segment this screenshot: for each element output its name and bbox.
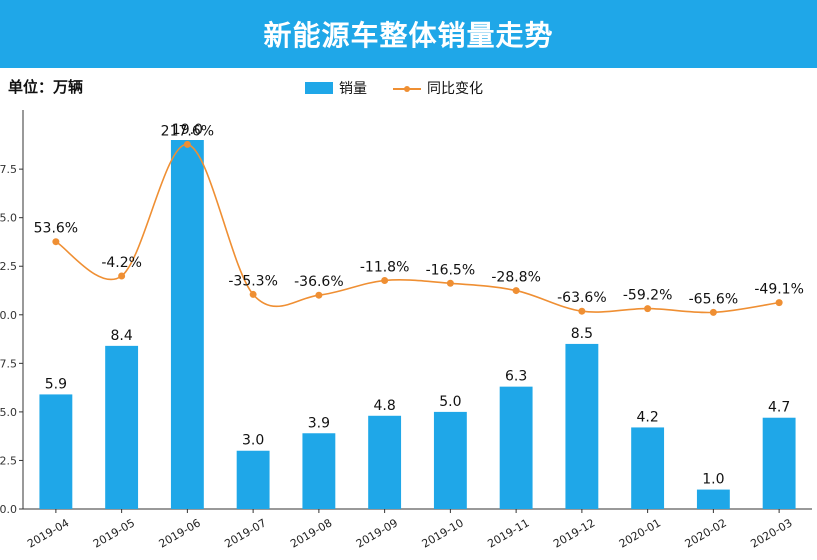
y-tick-label: 12.5 bbox=[0, 260, 17, 273]
legend-swatch-sales bbox=[305, 82, 333, 94]
bar bbox=[762, 417, 796, 509]
yoy-value-label: -63.6% bbox=[557, 290, 607, 306]
yoy-point bbox=[52, 238, 60, 246]
chart-title: 新能源车整体销量走势 bbox=[263, 19, 554, 52]
x-tick-label: 2019-08 bbox=[288, 516, 334, 550]
bar-value-label: 8.4 bbox=[110, 328, 132, 344]
bar bbox=[170, 140, 204, 509]
bar-value-label: 5.0 bbox=[439, 394, 461, 410]
yoy-point bbox=[446, 279, 454, 287]
y-tick-label: 7.5 bbox=[0, 357, 17, 370]
x-tick-label: 2019-09 bbox=[354, 516, 400, 550]
bar bbox=[39, 394, 73, 509]
y-tick-label: 0.0 bbox=[0, 503, 17, 516]
yoy-point bbox=[578, 307, 586, 315]
x-tick-label: 2019-05 bbox=[91, 516, 137, 550]
bar-value-label: 19.0 bbox=[172, 122, 203, 138]
x-tick-label: 2020-02 bbox=[683, 516, 729, 550]
yoy-value-label: -59.2% bbox=[623, 288, 673, 304]
legend-label-sales: 销量 bbox=[339, 81, 367, 97]
x-tick-label: 2019-07 bbox=[222, 516, 268, 550]
bar-value-label: 4.2 bbox=[636, 409, 658, 425]
yoy-point bbox=[118, 272, 126, 280]
yoy-point bbox=[249, 290, 257, 298]
bar bbox=[236, 450, 270, 509]
yoy-value-label: -36.6% bbox=[294, 274, 344, 290]
bar bbox=[368, 415, 402, 509]
bar-value-label: 3.9 bbox=[308, 415, 330, 431]
yoy-value-label: -11.8% bbox=[360, 259, 410, 275]
bar bbox=[499, 386, 533, 509]
yoy-value-label: -35.3% bbox=[228, 273, 278, 289]
x-tick-label: 2020-01 bbox=[617, 516, 663, 550]
x-tick-label: 2019-04 bbox=[25, 516, 71, 550]
y-tick-label: 2.5 bbox=[0, 454, 17, 467]
legend-label-yoy: 同比变化 bbox=[427, 81, 483, 97]
bar-value-label: 4.7 bbox=[768, 400, 790, 416]
bar-value-label: 4.8 bbox=[373, 398, 395, 414]
legend-marker-yoy bbox=[404, 86, 410, 92]
y-tick-label: 5.0 bbox=[0, 406, 17, 419]
x-tick-label: 2019-12 bbox=[551, 516, 597, 550]
yoy-point bbox=[381, 276, 389, 284]
y-tick-label: 17.5 bbox=[0, 163, 17, 176]
yoy-value-label: -4.2% bbox=[101, 255, 142, 271]
yoy-point bbox=[644, 305, 652, 313]
y-tick-label: 10.0 bbox=[0, 309, 17, 322]
yoy-value-label: 53.6% bbox=[34, 221, 78, 237]
x-tick-label: 2020-03 bbox=[748, 516, 794, 550]
yoy-value-label: -65.6% bbox=[689, 291, 739, 307]
yoy-point bbox=[315, 291, 323, 299]
bar bbox=[302, 433, 336, 509]
bar bbox=[433, 411, 467, 509]
bar-value-label: 3.0 bbox=[242, 433, 264, 449]
yoy-point bbox=[709, 308, 717, 316]
yoy-value-label: 217.6% bbox=[161, 123, 214, 139]
x-tick-label: 2019-11 bbox=[485, 516, 531, 550]
yoy-value-label: -16.5% bbox=[426, 262, 476, 278]
yoy-point bbox=[775, 299, 783, 307]
yoy-point bbox=[183, 140, 191, 148]
y-tick-label: 15.0 bbox=[0, 212, 17, 225]
bar bbox=[696, 489, 730, 509]
x-tick-label: 2019-06 bbox=[157, 516, 203, 550]
x-tick-label: 2019-10 bbox=[420, 516, 466, 550]
bar bbox=[105, 345, 139, 509]
yoy-value-label: -28.8% bbox=[491, 270, 541, 286]
bar-value-label: 8.5 bbox=[571, 326, 593, 342]
bar bbox=[631, 427, 665, 509]
yoy-value-label: -49.1% bbox=[754, 282, 804, 298]
bar-value-label: 6.3 bbox=[505, 369, 527, 385]
title-banner: 新能源车整体销量走势 bbox=[0, 0, 817, 68]
bar bbox=[565, 343, 599, 509]
yoy-point bbox=[512, 287, 520, 295]
bar-value-label: 5.9 bbox=[45, 376, 67, 392]
bar-value-label: 1.0 bbox=[702, 472, 724, 488]
unit-label: 单位：万辆 bbox=[8, 78, 84, 96]
